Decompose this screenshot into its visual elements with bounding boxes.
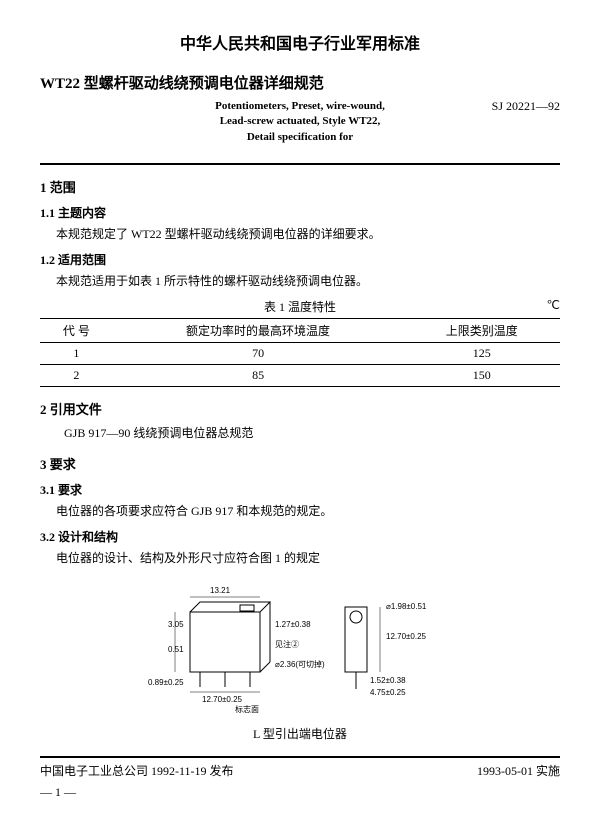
- dim-4-75: 4.75±0.25: [370, 688, 406, 697]
- footer-left: 中国电子工业总公司 1992-11-19 发布: [40, 762, 234, 779]
- section-2: 2 引用文件: [40, 399, 560, 418]
- subtitle-line-1: Potentiometers, Preset, wire-wound,: [40, 99, 560, 114]
- section-3-1: 3.1 要求: [40, 481, 560, 498]
- dim-mark: 标志面: [235, 704, 259, 714]
- subtitle-block: Potentiometers, Preset, wire-wound, Lead…: [40, 99, 560, 145]
- figure-caption: L 型引出端电位器: [40, 725, 560, 742]
- section-2-ref: GJB 917—90 线绕预调电位器总规范: [64, 424, 560, 442]
- table-row: 1 70 125: [40, 343, 560, 365]
- footer-row: 中国电子工业总公司 1992-11-19 发布 1993-05-01 实施: [40, 762, 560, 779]
- dim-0-51: 0.51: [168, 645, 184, 654]
- td: 85: [113, 365, 404, 387]
- section-1-1-text: 本规范规定了 WT22 型螺杆驱动线绕预调电位器的详细要求。: [56, 225, 560, 243]
- dim-phi1-98: ⌀1.98±0.51: [386, 602, 427, 611]
- dim-13-21: 13.21: [210, 586, 231, 595]
- table-1-unit: ℃: [547, 298, 560, 313]
- td: 150: [403, 365, 560, 387]
- org-title: 中华人民共和国电子行业军用标准: [40, 30, 560, 54]
- page-number: — 1 —: [40, 785, 560, 800]
- td: 1: [40, 343, 113, 365]
- td: 125: [403, 343, 560, 365]
- dim-12-70a: 12.70±0.25: [202, 695, 243, 704]
- dim-3-05: 3.05: [168, 620, 184, 629]
- section-3-2: 3.2 设计和结构: [40, 528, 560, 545]
- figure-svg: 13.21 3.05 0.51 0.89±0.25 12.70±0.25 1.2…: [140, 577, 460, 717]
- th-1: 额定功率时的最高环境温度: [113, 319, 404, 343]
- table-header-row: 代 号 额定功率时的最高环境温度 上限类别温度: [40, 319, 560, 343]
- section-3-2-text: 电位器的设计、结构及外形尺寸应符合图 1 的规定: [56, 549, 560, 567]
- section-3-1-text: 电位器的各项要求应符合 GJB 917 和本规范的规定。: [56, 502, 560, 520]
- doc-code: SJ 20221—92: [492, 99, 560, 114]
- td: 2: [40, 365, 113, 387]
- subtitle-line-3: Detail specification for: [40, 130, 560, 145]
- section-3: 3 要求: [40, 454, 560, 473]
- section-1: 1 范围: [40, 177, 560, 196]
- dim-phi2-36: ⌀2.36(可切掉): [275, 659, 325, 669]
- dim-12-70b: 12.70±0.25: [386, 632, 427, 641]
- dim-0-89: 0.89±0.25: [148, 678, 184, 687]
- table-row: 2 85 150: [40, 365, 560, 387]
- subtitle-line-2: Lead-screw actuated, Style WT22,: [40, 114, 560, 129]
- th-2: 上限类别温度: [403, 319, 560, 343]
- footer-rule: [40, 756, 560, 758]
- header-rule: [40, 163, 560, 165]
- doc-title: WT22 型螺杆驱动线绕预调电位器详细规范: [40, 72, 560, 93]
- figure-1: 13.21 3.05 0.51 0.89±0.25 12.70±0.25 1.2…: [40, 577, 560, 742]
- footer-right: 1993-05-01 实施: [477, 762, 560, 779]
- table-1: 代 号 额定功率时的最高环境温度 上限类别温度 1 70 125 2 85 15…: [40, 318, 560, 387]
- section-1-1: 1.1 主题内容: [40, 204, 560, 221]
- td: 70: [113, 343, 404, 365]
- dim-note2: 见注②: [275, 639, 299, 649]
- table-1-title: 表 1 温度特性: [40, 298, 560, 315]
- table-1-title-row: 表 1 温度特性 ℃: [40, 298, 560, 314]
- dim-1-52: 1.52±0.38: [370, 676, 406, 685]
- section-1-2-text: 本规范适用于如表 1 所示特性的螺杆驱动线绕预调电位器。: [56, 272, 560, 290]
- th-0: 代 号: [40, 319, 113, 343]
- dim-1-27: 1.27±0.38: [275, 620, 311, 629]
- section-1-2: 1.2 适用范围: [40, 251, 560, 268]
